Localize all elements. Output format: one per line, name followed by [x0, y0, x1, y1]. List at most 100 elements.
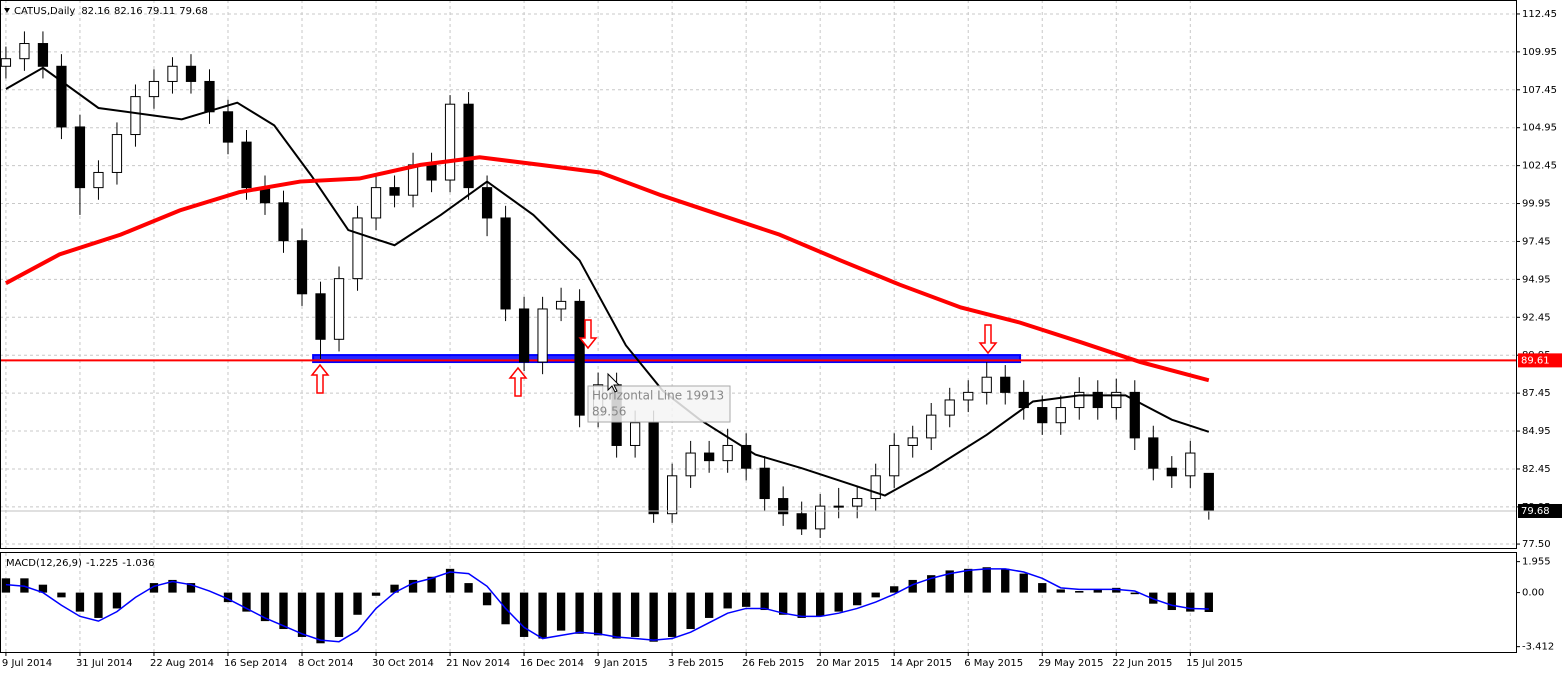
candle-body: [852, 498, 863, 507]
candle-body: [537, 308, 548, 363]
candle-body: [296, 240, 308, 295]
chart-header: CATUS,Daily 82.16 82.16 79.11 79.68: [14, 6, 208, 17]
macd-bar: [1112, 587, 1121, 593]
candle-body: [1185, 452, 1196, 477]
up-arrow: [310, 363, 330, 394]
y-tick-label: 94.95: [1522, 274, 1551, 285]
x-tick-label: 9 Jul 2014: [2, 658, 52, 669]
candle-body: [555, 300, 567, 310]
y-tick-label: -3.412: [1522, 642, 1554, 653]
macd-bar: [112, 592, 122, 609]
candle-body: [407, 164, 419, 196]
tooltip-value: 89.56: [592, 405, 626, 419]
y-tick-label: 97.45: [1522, 236, 1551, 247]
candle-body: [241, 141, 252, 189]
x-tick-label: 31 Jul 2014: [76, 658, 133, 669]
candle-body: [389, 187, 400, 196]
candle-body: [426, 164, 437, 181]
candle-body: [963, 391, 974, 401]
macd-bar: [667, 592, 677, 637]
candle-body: [926, 414, 937, 439]
candle-body: [333, 278, 345, 340]
tooltip-name: Horizontal Line 19913: [592, 389, 724, 403]
macd-bar: [538, 592, 547, 639]
macd-bar: [964, 568, 973, 593]
x-tick-label: 3 Feb 2015: [668, 658, 724, 669]
macd-bar: [890, 586, 899, 593]
x-tick-label: 8 Oct 2014: [298, 658, 353, 669]
tooltip: Horizontal Line 19913 89.56: [587, 372, 731, 423]
candle-body: [574, 300, 585, 416]
macd-bar: [927, 575, 936, 593]
candle-body: [130, 96, 141, 136]
macd-bar: [427, 576, 436, 593]
macd-bar: [334, 592, 344, 637]
menu-triangle[interactable]: [4, 8, 10, 13]
symbol-title: CATUS,Daily: [14, 6, 75, 17]
macd-bar: [371, 592, 381, 596]
macd-bar: [20, 578, 29, 593]
candle-body: [722, 444, 733, 462]
macd-bar: [75, 592, 85, 612]
y-tick-label: 1.955: [1522, 557, 1551, 568]
last-price-label: 79.68: [1521, 506, 1550, 517]
moving-average: [4, 155, 1210, 383]
macd-bar: [853, 592, 862, 606]
candle-body: [93, 171, 104, 189]
candle-body: [667, 475, 678, 515]
y-tick-label: 99.95: [1522, 199, 1551, 210]
tooltip-box: [587, 385, 731, 423]
candle-body: [648, 422, 659, 515]
macd-bar: [445, 568, 455, 593]
candle-body: [1166, 467, 1177, 477]
macd-bar: [94, 592, 103, 618]
y-tick-label: 107.45: [1522, 85, 1557, 96]
y-tick-label: 77.50: [1522, 539, 1551, 550]
last-low: 79.11: [147, 6, 176, 17]
candle-body: [1092, 391, 1103, 409]
candle-body: [907, 437, 918, 446]
support-zone: [312, 354, 1022, 364]
macd-bar: [797, 592, 806, 618]
x-tick-label: 14 Apr 2015: [890, 658, 952, 669]
candle-body: [167, 65, 178, 82]
macd-bar: [816, 592, 825, 617]
macd-bar: [38, 584, 48, 593]
candle-body: [315, 293, 326, 340]
moving-average: [5, 66, 1210, 497]
candle-body: [148, 80, 160, 98]
x-tick-label: 9 Jan 2015: [594, 658, 648, 669]
candle-body: [352, 217, 363, 280]
last-price-box: [1518, 503, 1562, 518]
candle-body: [74, 126, 86, 189]
macd-bar: [1001, 568, 1010, 593]
y-tick-label: 104.95: [1522, 123, 1557, 134]
macd-bar: [297, 592, 307, 637]
candle-body: [815, 505, 826, 530]
candle-body: [1129, 391, 1140, 439]
macd-bar: [945, 570, 954, 593]
candle-body: [833, 505, 844, 508]
macd-title: MACD(12,26,9): [6, 558, 82, 569]
candle-body: [111, 134, 123, 173]
macd-header: MACD(12,26,9) -1.225 -1.036: [6, 558, 154, 569]
down-arrow: [578, 319, 598, 350]
hline-price-box: [1518, 353, 1562, 368]
macd-bar: [168, 579, 177, 593]
candle-body: [685, 452, 696, 477]
macd-bar: [1038, 583, 1047, 593]
last-open: 82.16: [81, 6, 110, 17]
macd-bar: [57, 592, 66, 598]
macd-bar: [741, 592, 751, 607]
candle-body: [889, 444, 900, 477]
macd-bar: [353, 592, 362, 615]
y-tick-label: 84.95: [1522, 426, 1551, 437]
y-tick-label: 92.45: [1522, 312, 1551, 323]
mouse-cursor: [607, 372, 621, 393]
macd-bar: [1019, 573, 1028, 593]
macd-bar: [704, 592, 714, 618]
candle-body: [1148, 437, 1159, 469]
macd-bar: [1, 578, 11, 593]
macd-bar: [760, 592, 769, 611]
